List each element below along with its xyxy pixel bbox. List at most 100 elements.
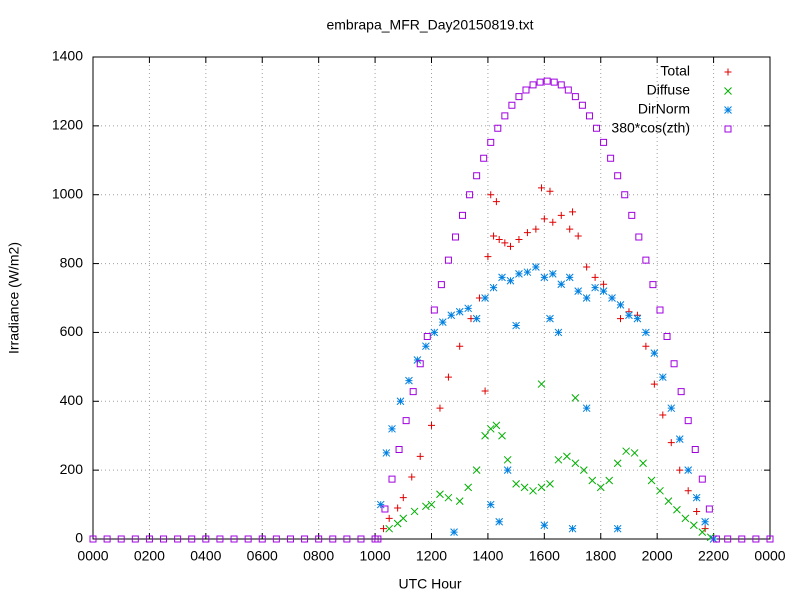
point: [635, 233, 643, 241]
point: [258, 535, 266, 543]
point: [532, 263, 540, 271]
point: [649, 281, 657, 289]
point: [656, 306, 664, 314]
point: [472, 466, 481, 474]
point: [357, 535, 365, 543]
point: [546, 187, 554, 195]
point: [658, 373, 667, 382]
legend-marker: [724, 87, 732, 95]
point: [117, 535, 125, 543]
point: [437, 281, 445, 289]
point: [664, 497, 673, 505]
point: [174, 535, 182, 543]
point: [600, 138, 608, 146]
point: [501, 112, 509, 120]
point: [540, 273, 549, 282]
point: [571, 459, 580, 468]
point: [430, 306, 438, 314]
point: [600, 280, 608, 288]
point: [512, 321, 520, 330]
point: [574, 232, 582, 240]
point: [464, 483, 473, 492]
point: [712, 535, 720, 543]
point: [681, 514, 690, 523]
point: [593, 124, 601, 132]
point: [650, 380, 658, 388]
point: [554, 328, 563, 337]
point: [698, 528, 707, 536]
point: [444, 493, 453, 502]
y-tick-label: 1000: [52, 185, 83, 201]
point: [455, 307, 464, 316]
point: [520, 483, 529, 492]
legend-marker: [724, 106, 732, 114]
point: [543, 77, 551, 85]
point: [642, 342, 650, 350]
point: [583, 263, 591, 271]
point: [642, 256, 650, 264]
point: [692, 493, 701, 502]
point: [675, 435, 684, 444]
point: [89, 535, 97, 543]
point: [557, 81, 565, 89]
point: [409, 388, 417, 396]
point: [565, 273, 574, 282]
point: [582, 404, 591, 413]
x-tick-label: 0000: [754, 548, 785, 564]
point: [492, 198, 500, 206]
point: [490, 232, 498, 240]
point: [382, 449, 391, 457]
point: [557, 280, 566, 289]
point: [667, 439, 675, 447]
point: [343, 535, 351, 543]
x-tick-label: 2000: [642, 548, 673, 564]
point: [481, 387, 489, 395]
point: [540, 521, 549, 530]
point: [444, 373, 452, 381]
point: [557, 211, 565, 219]
point: [578, 101, 586, 109]
point: [546, 314, 554, 323]
point: [487, 138, 495, 146]
point: [724, 535, 732, 543]
point: [481, 431, 489, 440]
point: [569, 208, 577, 216]
point: [613, 524, 622, 533]
point: [701, 517, 709, 526]
point: [585, 112, 593, 120]
legend-label: 380*cos(zth): [611, 120, 690, 136]
point: [607, 154, 615, 162]
point: [538, 184, 546, 192]
point: [677, 388, 685, 396]
point: [444, 256, 452, 264]
x-tick-label: 1800: [585, 548, 616, 564]
point: [506, 276, 515, 285]
x-tick-label: 0200: [134, 548, 165, 564]
y-tick-label: 600: [60, 323, 84, 339]
point: [670, 360, 678, 368]
point: [698, 475, 706, 483]
point: [625, 311, 633, 320]
legend-marker: [724, 68, 732, 76]
point: [436, 404, 444, 412]
point: [422, 502, 430, 511]
point: [550, 78, 558, 86]
point: [591, 273, 599, 281]
point: [395, 445, 403, 453]
point: [388, 475, 396, 483]
point: [506, 242, 514, 250]
point: [689, 521, 698, 530]
point: [529, 81, 537, 89]
point: [647, 476, 656, 485]
point: [286, 535, 294, 543]
point: [498, 431, 506, 440]
x-tick-label: 2200: [698, 548, 729, 564]
y-tick-label: 0: [75, 530, 83, 546]
point: [639, 459, 647, 468]
x-tick-label: 0000: [77, 548, 108, 564]
point: [568, 524, 577, 533]
point: [408, 473, 416, 481]
point: [272, 535, 280, 543]
point: [436, 490, 444, 499]
point: [451, 233, 459, 241]
